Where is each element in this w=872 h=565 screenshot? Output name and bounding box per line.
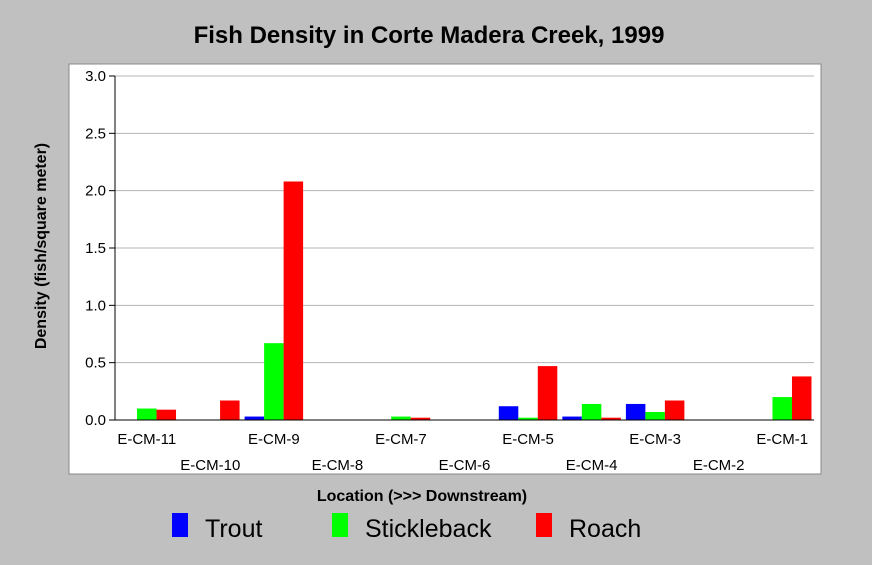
bar-stickleback-e-cm-4 — [581, 403, 602, 420]
bar-stickleback-e-cm-11 — [137, 408, 157, 420]
legend-swatch-trout — [172, 513, 188, 537]
legend-label-stickleback: Stickleback — [365, 515, 492, 543]
bar-stickleback-e-cm-3 — [645, 411, 665, 420]
bar-trout-e-cm-4 — [562, 416, 582, 420]
y-tick-label: 1.5 — [85, 240, 106, 257]
x-tick-label: E-CM-9 — [248, 431, 300, 448]
x-tick-label: E-CM-11 — [117, 431, 176, 448]
bar-roach-e-cm-10 — [220, 400, 240, 420]
bar-roach-e-cm-5 — [537, 366, 558, 420]
y-tick-label: 0.0 — [85, 412, 106, 429]
y-tick-label: 3.0 — [85, 68, 106, 85]
y-tick-label: 2.0 — [85, 183, 106, 200]
bar-stickleback-e-cm-5 — [518, 417, 538, 420]
bar-stickleback-e-cm-1 — [772, 397, 792, 420]
legend: Trout Stickleback Roach — [172, 513, 641, 543]
bar-roach-e-cm-3 — [664, 400, 685, 420]
legend-swatch-roach — [536, 513, 552, 537]
x-tick-label: E-CM-10 — [180, 457, 240, 474]
legend-label-trout: Trout — [205, 515, 262, 543]
y-tick-label: 1.0 — [85, 297, 106, 314]
labels-layer: 0.0 0.5 1.0 1.5 2.0 2.5 3.0 E-CM-11E-CM-10 E-CM-… — [85, 68, 808, 474]
chart-title: Fish Density in Corte Madera Creek, 1999 — [194, 22, 665, 49]
x-tick-label: E-CM-4 — [566, 457, 618, 474]
bar-stickleback-e-cm-7 — [391, 416, 411, 420]
x-tick-label: E-CM-3 — [629, 431, 681, 448]
legend-swatch-stickleback — [332, 513, 348, 537]
axes-layer — [109, 75, 814, 421]
x-tick-label: E-CM-7 — [375, 431, 427, 448]
legend-label-roach: Roach — [569, 515, 641, 543]
bar-trout-e-cm-9 — [244, 416, 265, 420]
bar-roach-e-cm-9 — [283, 181, 304, 420]
plot-panel — [68, 63, 822, 475]
x-axis-label: Location (>>> Downstream) — [317, 488, 527, 505]
x-tick-label: E-CM-8 — [312, 457, 364, 474]
y-tick-label: 0.5 — [85, 355, 106, 372]
bar-stickleback-e-cm-9 — [264, 343, 284, 420]
x-tick-label: E-CM-6 — [439, 457, 491, 474]
bar-trout-e-cm-5 — [498, 406, 519, 420]
bar-trout-e-cm-3 — [625, 403, 646, 420]
grid-layer — [115, 75, 814, 364]
x-tick-label: E-CM-2 — [693, 457, 745, 474]
bar-roach-e-cm-4 — [601, 417, 621, 420]
x-tick-label: E-CM-5 — [502, 431, 554, 448]
x-tick-label: E-CM-1 — [756, 431, 808, 448]
bar-roach-e-cm-7 — [410, 417, 431, 420]
bars-layer — [137, 181, 812, 420]
y-axis-label: Density (fish/square meter) — [33, 143, 50, 349]
bar-roach-e-cm-11 — [156, 409, 177, 420]
bar-roach-e-cm-1 — [791, 376, 812, 420]
y-tick-label: 2.5 — [85, 125, 106, 142]
